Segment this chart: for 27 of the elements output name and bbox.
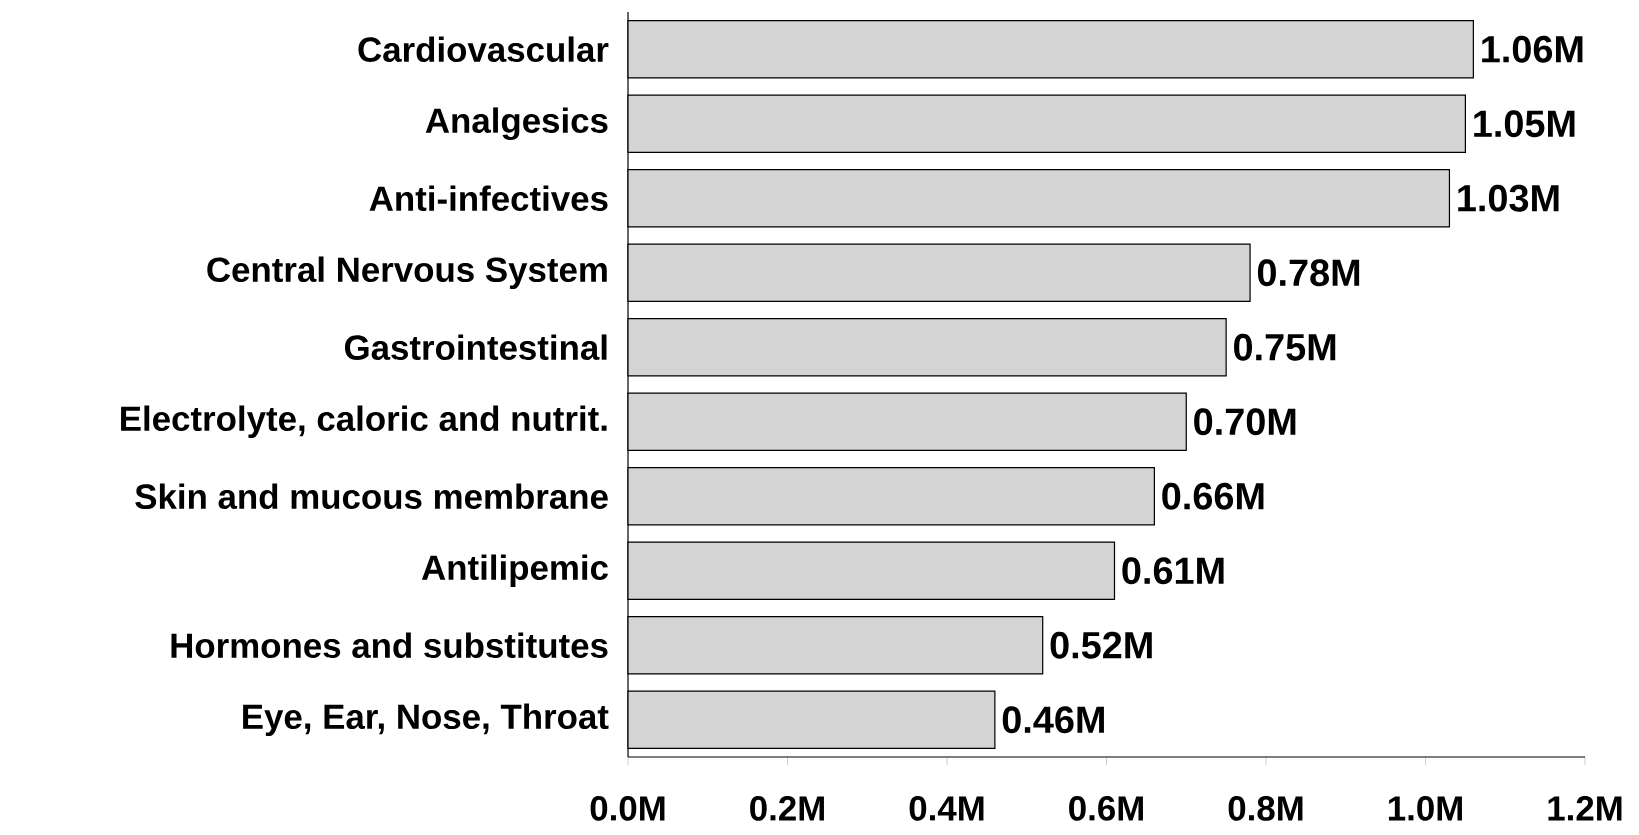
y-tick-label: Electrolyte, caloric and nutrit.	[121, 405, 607, 439]
y-tick-label: Hormones and substitutes	[171, 632, 608, 659]
data-label: 1.06M	[1482, 35, 1583, 63]
x-tick-label: 1.0M	[1388, 796, 1462, 821]
x-tick-label: 0.6M	[1069, 796, 1143, 821]
y-tick-label: Central Nervous System	[207, 256, 607, 289]
y-tick-label: Analgesics	[425, 107, 608, 141]
data-label: 1.05M	[1474, 110, 1575, 138]
data-label: 0.78M	[1257, 259, 1360, 287]
data-label: 0.66M	[1162, 482, 1264, 510]
data-label: 0.70M	[1194, 408, 1296, 436]
y-tick-label: Gastrointestinal	[344, 334, 607, 361]
data-label: 0.75M	[1234, 333, 1336, 361]
y-tick-label: Anti-infectives	[369, 185, 608, 212]
data-label: 0.52M	[1050, 631, 1152, 659]
y-tick-label: Cardiovascular	[358, 36, 609, 63]
x-tick-label: 0.4M	[909, 796, 984, 821]
data-label: 0.61M	[1122, 557, 1224, 585]
y-tick-label: Antilipemic	[421, 554, 608, 588]
data-label: 1.03M	[1458, 184, 1559, 212]
data-label: 0.46M	[1002, 706, 1104, 734]
y-tick-label: Skin and mucous membrane	[135, 483, 608, 510]
x-tick-label: 0.2M	[750, 796, 824, 821]
y-tick-label: Eye, Ear, Nose, Throat	[243, 703, 609, 737]
x-tick-label: 0.8M	[1228, 796, 1303, 821]
x-tick-label: 1.2M	[1548, 796, 1622, 821]
x-tick-label: 0.0M	[590, 796, 665, 821]
